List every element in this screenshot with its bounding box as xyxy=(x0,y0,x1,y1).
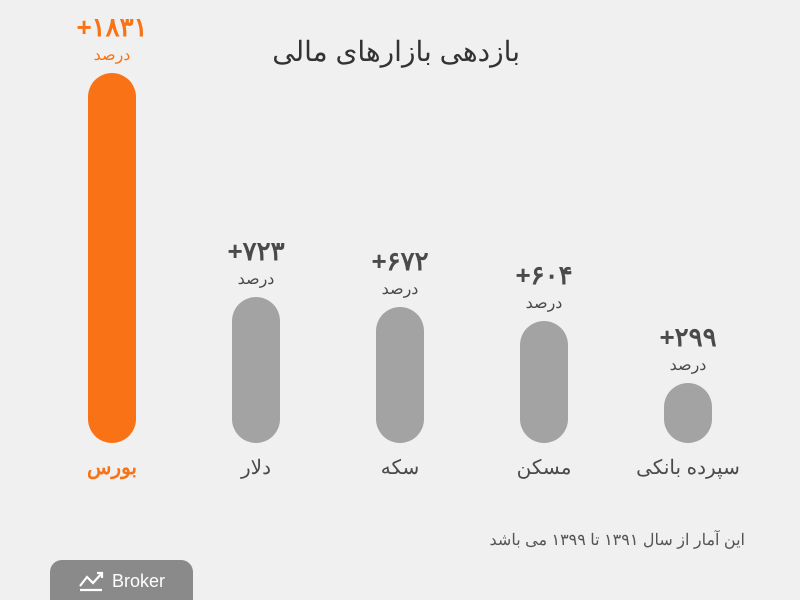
bar-label: سکه xyxy=(381,455,420,480)
bar-label: دلار xyxy=(241,455,271,480)
bar-value: +۲۹۹ xyxy=(659,322,716,353)
bar xyxy=(88,73,136,443)
bar-unit: درصد xyxy=(670,355,707,375)
bar-group: +۶۰۴درصد مسکن xyxy=(484,260,604,480)
footer-note: این آمار از سال ۱۳۹۱ تا ۱۳۹۹ می باشد xyxy=(490,530,745,550)
bar xyxy=(520,321,568,443)
bar xyxy=(232,297,280,443)
bar-label: بورس xyxy=(87,455,137,480)
bar-group: +۲۹۹درصد سپرده بانکی xyxy=(628,322,748,480)
bar-unit: درصد xyxy=(382,279,419,299)
bar-value: +۶۰۴ xyxy=(515,260,572,291)
broker-badge: Broker xyxy=(50,560,193,600)
bar-group: +۶۷۲درصد سکه xyxy=(340,246,460,480)
broker-label: Broker xyxy=(112,571,165,592)
broker-logo-icon xyxy=(78,570,104,592)
bar-unit: درصد xyxy=(94,45,131,65)
bar-group: +۱۸۳۱درصد بورس xyxy=(52,12,172,480)
bar-unit: درصد xyxy=(526,293,563,313)
bar-label: مسکن xyxy=(517,455,572,480)
bar-label: سپرده بانکی xyxy=(636,455,740,480)
chart-area: +۱۸۳۱درصدبورس+۷۲۳درصددلار+۶۷۲درصدسکه+۶۰۴… xyxy=(40,55,760,480)
bar-value: +۶۷۲ xyxy=(371,246,428,277)
bar-value: +۷۲۳ xyxy=(227,236,284,267)
bar-unit: درصد xyxy=(238,269,275,289)
bar xyxy=(664,383,712,443)
bar-group: +۷۲۳درصد دلار xyxy=(196,236,316,480)
bar xyxy=(376,307,424,443)
bar-value: +۱۸۳۱ xyxy=(76,12,147,43)
